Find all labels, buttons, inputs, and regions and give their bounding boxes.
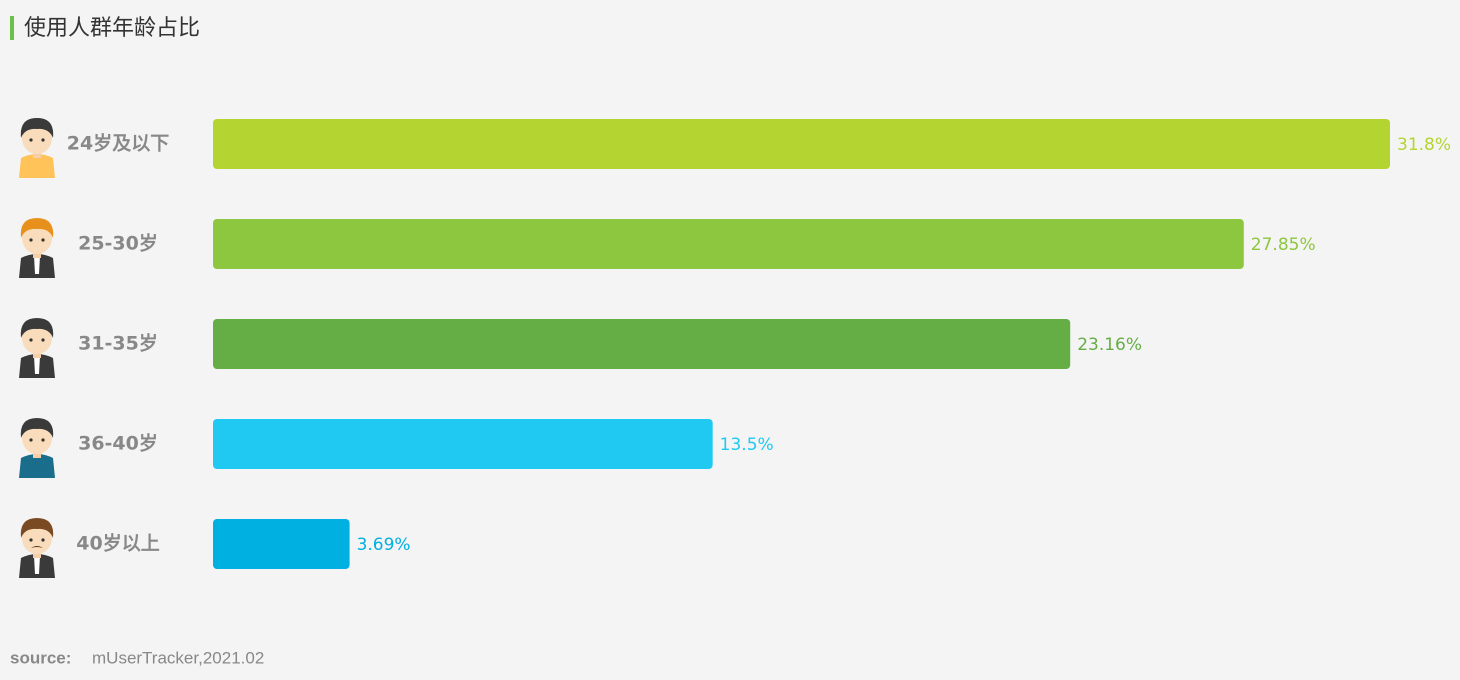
avatar-face	[22, 422, 52, 454]
avatar-eye	[29, 238, 33, 242]
avatar-hair	[20, 318, 54, 338]
avatar-tie	[34, 356, 40, 374]
category-label: 24岁及以下	[67, 132, 169, 155]
source-label: source:	[10, 648, 71, 667]
avatar-eye	[29, 338, 33, 342]
value-label: 13.5%	[720, 435, 774, 455]
avatar-eye	[41, 138, 45, 142]
bar	[213, 419, 713, 469]
avatar-hair	[20, 518, 54, 538]
value-label: 3.69%	[357, 535, 411, 555]
value-label: 31.8%	[1397, 135, 1451, 155]
avatar-eye	[41, 538, 45, 542]
avatar-eye	[41, 438, 45, 442]
avatar-face	[22, 522, 52, 554]
category-label: 25-30岁	[78, 232, 158, 255]
category-label: 31-35岁	[78, 332, 158, 355]
avatar-eye	[29, 538, 33, 542]
bar	[213, 319, 1071, 369]
avatar	[19, 118, 55, 178]
avatar	[19, 218, 55, 278]
bar	[213, 519, 350, 569]
avatar-body	[19, 454, 55, 478]
avatar-hair	[20, 218, 54, 238]
avatar	[19, 518, 55, 578]
source-text: mUserTracker,2021.02	[92, 648, 264, 667]
avatar-eye	[29, 438, 33, 442]
avatar-tie	[34, 256, 40, 274]
category-label: 40岁以上	[76, 532, 159, 555]
value-label: 23.16%	[1077, 335, 1142, 355]
bar	[213, 119, 1390, 169]
avatar-hair	[20, 418, 54, 438]
avatar-tie	[34, 556, 40, 574]
title-marker	[10, 16, 14, 40]
avatar	[19, 318, 55, 378]
chart-title: 使用人群年龄占比	[24, 16, 200, 41]
category-label: 36-40岁	[78, 432, 158, 455]
avatar-face	[22, 122, 52, 154]
avatar-face	[22, 322, 52, 354]
avatar-eye	[41, 238, 45, 242]
bar	[213, 219, 1244, 269]
avatar-eye	[29, 138, 33, 142]
avatar-face	[22, 222, 52, 254]
avatar-hair	[20, 118, 54, 138]
avatar-mustache	[31, 546, 43, 548]
value-label: 27.85%	[1251, 235, 1316, 255]
avatar-eye	[41, 338, 45, 342]
avatar-body	[19, 154, 55, 178]
avatar	[19, 418, 55, 478]
